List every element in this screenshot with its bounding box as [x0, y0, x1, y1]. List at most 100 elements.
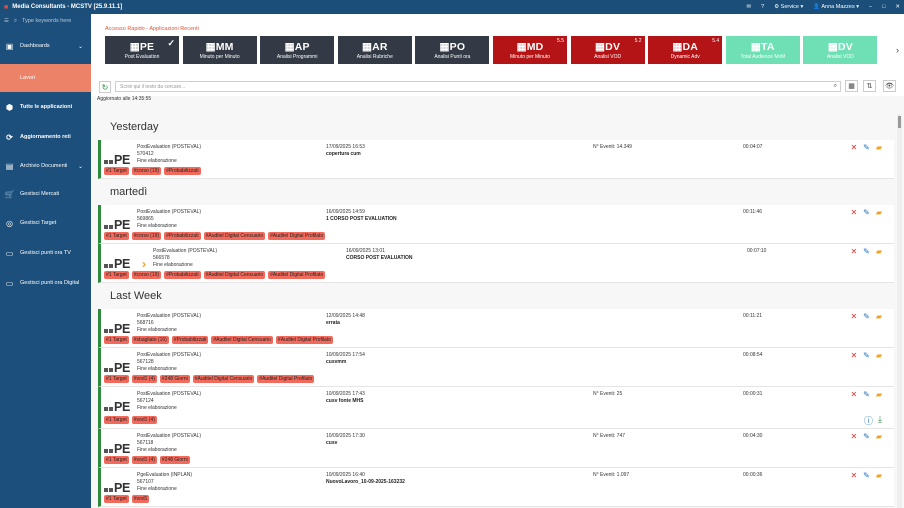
delete-icon[interactable]: ✕ [850, 312, 858, 321]
info-icon[interactable]: ⓘ [864, 416, 874, 426]
job-card[interactable]: PE PostEvaluation (POSTEVAL) 567128 Fine el… [98, 348, 894, 387]
edit-icon[interactable]: ✎ [863, 351, 870, 360]
edit-icon[interactable]: ✎ [863, 390, 870, 399]
job-name: CORSO POST EVALUATION [346, 255, 413, 261]
sidebar-item-lavori[interactable]: Lavori [0, 64, 91, 92]
tag-badge: #1 Target [104, 271, 129, 279]
refresh-button[interactable]: ↻ [99, 81, 111, 93]
edit-icon[interactable]: ✎ [863, 432, 870, 441]
app-tile-da[interactable]: ▦DA Dynamic Adv 5.4 [648, 36, 723, 64]
delete-icon[interactable]: ✕ [850, 432, 858, 441]
sidebar-item-tutte-le-applicazioni[interactable]: ⬢ Tutte le applicazioni [0, 92, 91, 122]
sidebar-item-archivio-documenti[interactable]: ▤ Archivio Documenti ⌄ [0, 152, 91, 180]
job-card[interactable]: PE PostEvaluation (POSTEVAL) 570412 Fine el… [98, 140, 894, 179]
app-tile-mm[interactable]: ▦MM Minuto per Minuto [182, 36, 257, 64]
search-icon[interactable]: ⌕ [833, 83, 837, 89]
service-menu[interactable]: ⚙ Service ▾ [774, 4, 804, 10]
job-card[interactable]: PE PgeEvaluation (INPLAN) 567107 Fine elabo… [98, 468, 894, 507]
sidebar-item-aggiornamento-reti[interactable]: ⟳ Aggiornamento reti [0, 122, 91, 152]
tag-badge: #corso (19) [131, 167, 162, 175]
tag-badge: #Auditel Digital Profilato [275, 336, 334, 344]
folder-icon[interactable]: ▰ [875, 390, 882, 399]
job-status: Fine elaborazione [137, 158, 177, 164]
folder-icon[interactable]: ▰ [875, 432, 882, 441]
minimize-button[interactable]: – [869, 4, 873, 10]
maximize-button[interactable]: □ [882, 4, 886, 10]
delete-icon[interactable]: ✕ [850, 143, 858, 152]
posteval-logo-icon: PE [104, 361, 130, 375]
delete-icon[interactable]: ✕ [850, 247, 858, 256]
folder-icon[interactable]: ▰ [875, 471, 882, 480]
edit-icon[interactable]: ✎ [863, 471, 870, 480]
sidebar-item-gestisci-punti-ora-digital[interactable]: ▭ Gestisci punti ora Digital [0, 268, 91, 298]
tag-badge: #1 Target [104, 232, 129, 240]
sidebar-item-gestisci-target[interactable]: ◎ Gestisci Target [0, 208, 91, 238]
tiles-next-icon[interactable]: › [896, 45, 899, 55]
tile-version: 5.5 [557, 38, 564, 44]
job-card[interactable]: PE PostEvaluation (POSTEVAL) 569865 Fine el… [98, 205, 894, 244]
folder-icon[interactable]: ▰ [875, 247, 882, 256]
folder-icon[interactable]: ▰ [875, 312, 882, 321]
edit-icon[interactable]: ✎ [863, 143, 870, 152]
app-tile-ta[interactable]: ▦TA Total Audience MxM [725, 36, 800, 64]
delete-icon[interactable]: ✕ [850, 351, 858, 360]
tag-row: #1 Target #corso (19) #Probabilizzati [104, 167, 201, 175]
tile-label: Analisi Rubriche [356, 54, 393, 60]
app-tile-dv[interactable]: ▦DV Analisi VOD [803, 36, 878, 64]
sidebar-item-gestisci-mercati[interactable]: 🛒 Gestisci Mercati [0, 180, 91, 208]
app-tile-po[interactable]: ▦PO Analisi Punti ora [415, 36, 490, 64]
folder-icon[interactable]: ▰ [875, 208, 882, 217]
job-duration: 00:11:21 [743, 313, 763, 319]
search-input[interactable]: Scrivi qui il testo da cercare... ⌕ [115, 81, 841, 92]
job-card[interactable]: PE PostEvaluation (POSTEVAL) 567124 Fine el… [98, 387, 894, 429]
folder-icon[interactable]: ▰ [875, 143, 882, 152]
edit-icon[interactable]: ✎ [863, 208, 870, 217]
job-actions: ✕ ✎ ▰ [850, 208, 882, 217]
sidebar-item-dashboards[interactable]: ▣ Dashboards ⌄ [0, 28, 91, 64]
scrollbar-thumb[interactable] [898, 116, 901, 128]
app-tile-pe[interactable]: ▦PE Post Evaluation ✓ [105, 36, 179, 64]
job-card[interactable]: PE PostEvaluation (POSTEVAL) 567118 Fine el… [98, 429, 894, 468]
delete-icon[interactable]: ✕ [850, 390, 858, 399]
app-tile-ap[interactable]: ▦AP Analisi Programmi [260, 36, 335, 64]
app-tile-md[interactable]: ▦MD Minuto per Minuto 5.5 [493, 36, 567, 64]
sort-button[interactable]: ⇅ [863, 80, 876, 92]
list-scrollbar[interactable] [897, 114, 902, 508]
job-name: cusv fonte MHS [326, 398, 364, 404]
job-type: PostEvaluation (POSTEVAL) [137, 391, 202, 397]
app-tile-ar[interactable]: ▦AR Analisi Rubriche [337, 36, 412, 64]
calendar-filter-button[interactable]: ▦ [845, 80, 858, 92]
edit-icon[interactable]: ✎ [863, 312, 870, 321]
menu-icon[interactable]: ☰ [4, 18, 9, 24]
sidebar-item-gestisci-punti-ora-tv[interactable]: ▭ Gestisci punti ora TV [0, 238, 91, 268]
job-status: Fine elaborazione [137, 366, 177, 372]
sidebar-search[interactable]: ☰ ⌕ Type keywords here [0, 14, 91, 28]
job-type: PostEvaluation (POSTEVAL) [153, 248, 218, 254]
job-name: copertura cum [326, 151, 361, 157]
tag-badge: #vod1 (4) [131, 416, 157, 424]
chat-icon[interactable]: ✉ [746, 4, 752, 10]
tag-badge: #Auditel Digital Censuario [203, 232, 266, 240]
posteval-logo-icon: PE [104, 257, 130, 271]
download-icon[interactable]: ⤓ [878, 414, 882, 424]
tile-code: ▦PO [415, 41, 489, 53]
user-menu[interactable]: 👤 Anna Mazzes ▾ [813, 4, 859, 10]
cart-icon: 🛒 [4, 189, 15, 199]
edit-icon[interactable]: ✎ [863, 247, 870, 256]
tile-icon: ▦ [516, 41, 527, 53]
help-icon[interactable]: ? [761, 4, 765, 10]
quick-access-panel: Accesso Rapido - Applicazioni Recenti ▦P… [91, 14, 904, 76]
view-button[interactable]: 👁 [883, 80, 896, 92]
close-button[interactable]: ✕ [895, 4, 900, 10]
delete-icon[interactable]: ✕ [850, 208, 858, 217]
app-tile-dv[interactable]: ▦DV Analisi VOD 5.2 [570, 36, 645, 64]
sync-icon: ⟳ [6, 132, 13, 142]
tile-code-text: DA [682, 41, 699, 53]
folder-icon[interactable]: ▰ [875, 351, 882, 360]
tag-badge: #vod1 (4) [131, 375, 157, 383]
job-card[interactable]: PE PostEvaluation (POSTEVAL) 568716 Fine el… [98, 309, 894, 348]
delete-icon[interactable]: ✕ [850, 471, 858, 480]
job-card[interactable]: PE › PostEvaluation (POSTEVAL) 566578 Fine e… [98, 244, 894, 283]
job-date: 17/09/2025 16:53 [326, 144, 365, 150]
check-icon: ✓ [167, 38, 175, 48]
